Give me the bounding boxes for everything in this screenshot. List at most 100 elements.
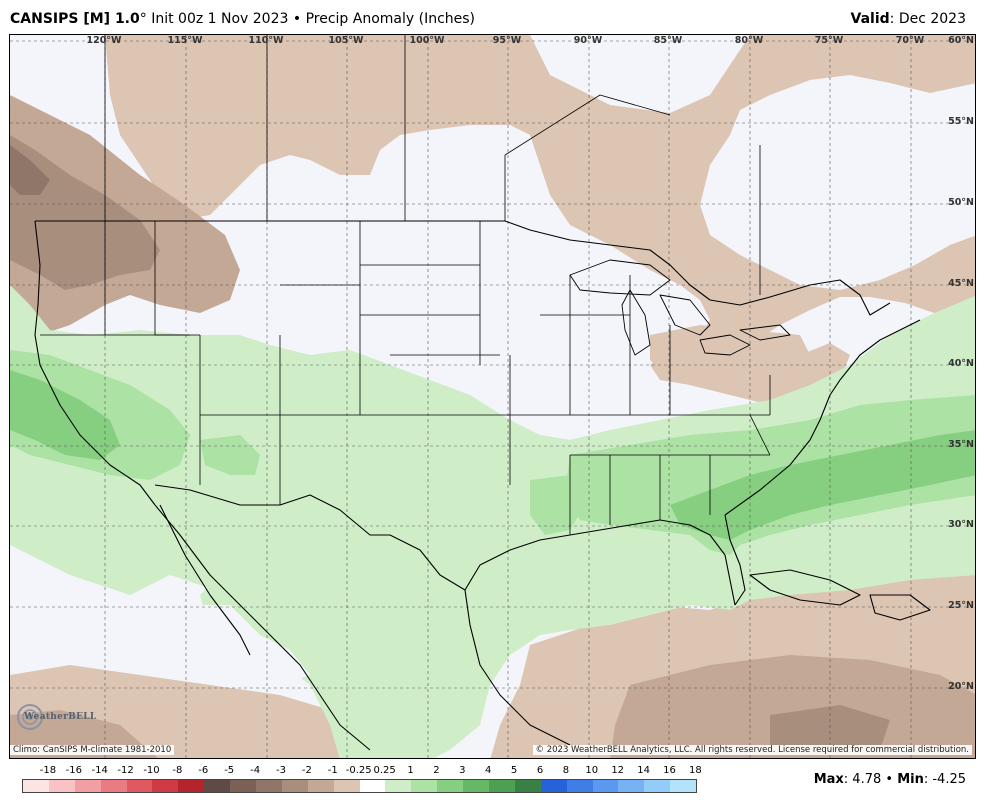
legend-swatch: [23, 780, 49, 792]
legend-swatch: [566, 780, 593, 792]
legend-tick-label: 18: [689, 765, 702, 776]
valid-period: Valid: Dec 2023: [851, 11, 966, 27]
lat-label: 20°N: [948, 681, 974, 692]
legend-swatch: [152, 780, 179, 792]
legend-swatch: [333, 780, 360, 792]
legend-tick-label: -8: [172, 765, 183, 776]
legend-tick-label: 2: [433, 765, 440, 776]
legend-swatch: [256, 780, 282, 792]
legend-tick-label: 3: [459, 765, 466, 776]
map-title: CANSIPS [M] 1.0° Init 00z 1 Nov 2023 • P…: [10, 11, 475, 27]
legend-swatch: [307, 780, 334, 792]
us-mexico-border: [154, 484, 466, 591]
cuba-outline: [749, 569, 861, 606]
legend-tick-label: -10: [143, 765, 160, 776]
legend-swatch: [618, 780, 645, 792]
us-canada-border: [35, 220, 891, 316]
dry-core-northwest: [10, 135, 160, 290]
lon-label: 90°W: [573, 35, 603, 46]
legend-tick-label: 10: [585, 765, 599, 776]
lat-label: 30°N: [948, 519, 974, 530]
legend-swatch: [178, 780, 205, 792]
copyright-note: © 2023 WeatherBELL Analytics, LLC. All r…: [532, 745, 972, 755]
dry-area-ohio-valley: [650, 325, 810, 390]
wet-area-california-core: [10, 370, 120, 460]
lon-label: 100°W: [409, 35, 445, 46]
legend-tick-label: -6: [198, 765, 209, 776]
lon-label: 70°W: [895, 35, 925, 46]
west-coast: [34, 220, 156, 506]
lon-label: 105°W: [328, 35, 364, 46]
lat-label: 55°N: [948, 116, 974, 127]
legend-swatch: [204, 780, 231, 792]
normal-area-mexico: [190, 605, 310, 685]
legend-swatch: [126, 780, 153, 792]
map-canvas: [10, 35, 975, 758]
legend-swatch: [644, 780, 671, 792]
dry-center-northwest: [10, 145, 50, 195]
max-value: : 4.78 •: [843, 772, 898, 787]
great-lakes: [569, 259, 791, 356]
florida-peninsula: [724, 514, 746, 606]
legend-tick-label: 0.25: [373, 765, 396, 776]
legend-tick-label: 4: [485, 765, 492, 776]
min-label: Min: [897, 772, 924, 787]
lon-label: 115°W: [167, 35, 203, 46]
legend-tick-label: -5: [224, 765, 235, 776]
legend-tick-label: -14: [91, 765, 108, 776]
dry-center-caribbean: [770, 705, 890, 755]
legend-swatch: [100, 780, 127, 792]
legend-tick-label: -2: [301, 765, 312, 776]
canada-provinces: [104, 35, 761, 295]
wet-area-gulf: [530, 475, 585, 535]
legend-swatch: [463, 780, 490, 792]
legend-swatch: [385, 780, 412, 792]
precip-anomaly-map[interactable]: [9, 34, 976, 759]
lat-label: 60°N: [948, 35, 974, 46]
lon-label: 110°W: [248, 35, 284, 46]
mexico-gulf-coast: [464, 589, 571, 746]
lat-label: 25°N: [948, 600, 974, 611]
legend-tick-label: 12: [611, 765, 625, 776]
wet-area-arizona: [200, 435, 260, 475]
weatherbell-logo-icon: [17, 704, 43, 730]
valid-label: Valid: [850, 11, 890, 27]
mexico-west-coast: [154, 504, 371, 751]
legend-tick-label: 5: [510, 765, 518, 776]
legend-tick-label: 16: [663, 765, 676, 776]
normal-area-plains: [240, 215, 650, 430]
lat-label: 40°N: [948, 358, 974, 369]
lon-label: 85°W: [653, 35, 683, 46]
legend-swatch: [592, 780, 619, 792]
dry-area-canada-north: [105, 35, 975, 405]
legend-swatch: [540, 780, 567, 792]
lon-label: 75°W: [814, 35, 844, 46]
legend-swatch: [514, 780, 541, 792]
legend-swatch: [74, 780, 101, 792]
legend-tick-label: 14: [637, 765, 650, 776]
min-value: : -4.25: [923, 772, 966, 787]
lon-label: 95°W: [492, 35, 522, 46]
legend-swatch: [230, 780, 257, 792]
title-details: Init 00z 1 Nov 2023 • Precip Anomaly (In…: [146, 11, 476, 27]
legend-tick-label: -16: [65, 765, 82, 776]
baja-peninsula: [159, 504, 251, 656]
legend-tick-label: -12: [117, 765, 134, 776]
model-name: CANSIPS [M] 1.0: [10, 11, 140, 27]
max-min-readout: Max: 4.78 • Min: -4.25: [814, 772, 966, 787]
legend-tick-label: -4: [250, 765, 261, 776]
legend-swatches: [22, 779, 698, 793]
legend-tick-label: 8: [562, 765, 570, 776]
legend-tick-label: 1: [407, 765, 414, 776]
legend-tick-label: -18: [39, 765, 57, 776]
lat-label: 35°N: [948, 439, 974, 450]
legend-swatch: [670, 780, 697, 792]
legend-tick-label: -3: [276, 765, 286, 776]
east-coast: [724, 319, 921, 516]
degree-symbol: °: [139, 11, 147, 27]
valid-value: : Dec 2023: [889, 11, 966, 27]
legend-swatch: [281, 780, 308, 792]
legend-tick-label: -1: [327, 765, 338, 776]
max-label: Max: [813, 772, 844, 787]
legend-tick-label: -0.25: [345, 765, 372, 776]
